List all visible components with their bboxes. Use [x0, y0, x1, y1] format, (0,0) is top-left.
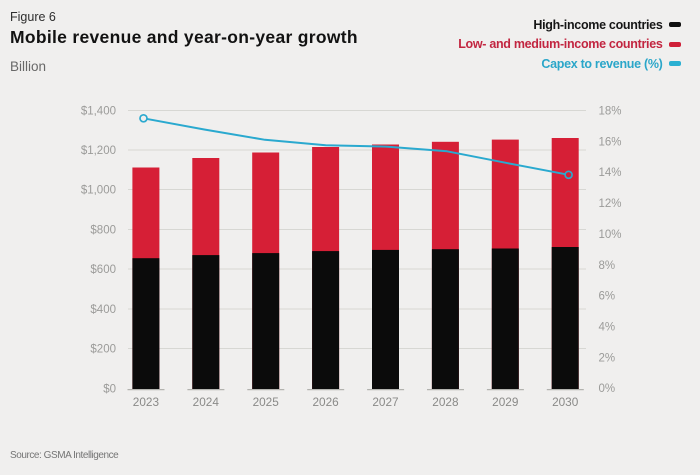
svg-text:0%: 0%	[599, 383, 616, 395]
svg-text:$400: $400	[90, 304, 116, 316]
svg-text:$1,400: $1,400	[81, 106, 116, 118]
svg-text:$0: $0	[103, 384, 116, 396]
svg-text:2030: 2030	[552, 395, 579, 409]
svg-text:$1,000: $1,000	[81, 185, 116, 197]
svg-text:$1,200: $1,200	[81, 145, 116, 157]
svg-text:2029: 2029	[492, 395, 518, 409]
svg-text:$200: $200	[90, 344, 116, 356]
svg-text:2027: 2027	[372, 395, 398, 409]
svg-text:16%: 16%	[599, 136, 622, 148]
svg-text:2028: 2028	[432, 395, 459, 409]
svg-text:6%: 6%	[599, 291, 616, 303]
svg-text:$800: $800	[90, 225, 116, 237]
svg-text:14%: 14%	[599, 167, 622, 179]
svg-text:18%: 18%	[599, 106, 622, 118]
svg-text:2%: 2%	[599, 352, 616, 364]
svg-text:10%: 10%	[599, 229, 622, 241]
svg-text:8%: 8%	[599, 260, 616, 272]
svg-text:4%: 4%	[599, 322, 616, 334]
svg-text:$600: $600	[90, 264, 116, 276]
svg-text:12%: 12%	[599, 198, 622, 210]
svg-text:2026: 2026	[312, 395, 339, 409]
svg-text:2024: 2024	[193, 395, 220, 409]
svg-text:2025: 2025	[253, 395, 280, 409]
svg-text:2023: 2023	[133, 395, 160, 409]
